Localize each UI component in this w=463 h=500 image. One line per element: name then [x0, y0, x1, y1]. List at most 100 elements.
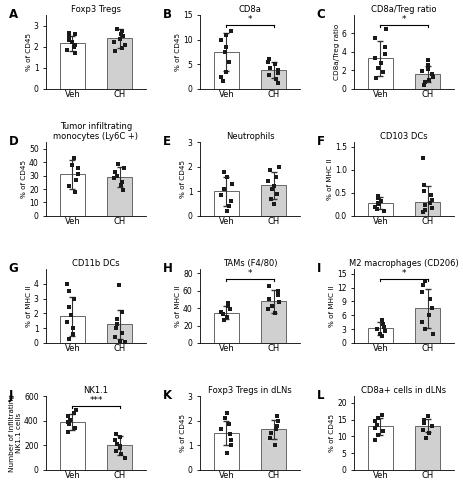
- Point: [114, 160, 122, 168]
- Point: [265, 294, 272, 302]
- Point: [223, 410, 230, 418]
- Point: [266, 71, 273, 79]
- Point: [421, 325, 429, 333]
- Point: [118, 308, 125, 316]
- Title: Tumor infiltrating
monocytes (Ly6C +): Tumor infiltrating monocytes (Ly6C +): [54, 122, 138, 142]
- Point: [267, 194, 274, 202]
- Y-axis label: Number of infiltrating
NK1.1 cells: Number of infiltrating NK1.1 cells: [9, 394, 22, 472]
- Point: [121, 40, 129, 48]
- Point: [380, 320, 387, 328]
- Point: [224, 449, 231, 457]
- Bar: [262, 70, 286, 89]
- Point: [65, 334, 73, 342]
- Point: [225, 58, 232, 66]
- Text: L: L: [317, 388, 324, 402]
- Y-axis label: % of MHC II: % of MHC II: [175, 286, 181, 327]
- Point: [264, 178, 272, 186]
- Point: [275, 298, 282, 306]
- Point: [421, 186, 428, 194]
- Text: *: *: [248, 269, 252, 278]
- Point: [379, 68, 387, 76]
- Y-axis label: % of CD45: % of CD45: [175, 33, 181, 71]
- Text: I: I: [317, 262, 321, 274]
- Title: CD103 DCs: CD103 DCs: [380, 132, 428, 141]
- Bar: [368, 426, 393, 470]
- Point: [223, 207, 230, 215]
- Point: [223, 43, 230, 51]
- Point: [223, 172, 230, 180]
- Text: ***: ***: [89, 396, 103, 405]
- Point: [375, 192, 382, 200]
- Point: [373, 325, 381, 333]
- Point: [419, 426, 426, 434]
- Point: [70, 409, 78, 417]
- Point: [217, 72, 225, 80]
- Point: [227, 442, 235, 450]
- Point: [274, 79, 282, 87]
- Bar: [107, 324, 132, 343]
- Point: [217, 36, 225, 44]
- Point: [121, 454, 129, 462]
- Point: [270, 200, 278, 207]
- Point: [419, 318, 426, 326]
- Point: [67, 416, 74, 424]
- Point: [111, 174, 118, 182]
- Y-axis label: % of CD45: % of CD45: [26, 33, 31, 71]
- Point: [266, 56, 273, 64]
- Point: [116, 282, 123, 290]
- Point: [121, 338, 128, 346]
- Point: [269, 302, 276, 310]
- Point: [64, 418, 72, 426]
- Point: [373, 74, 380, 82]
- Point: [219, 310, 226, 318]
- Point: [118, 181, 125, 189]
- Point: [65, 33, 73, 41]
- Point: [63, 318, 71, 326]
- Point: [72, 176, 80, 184]
- Text: *: *: [248, 15, 252, 24]
- Point: [428, 70, 435, 78]
- Point: [420, 416, 428, 424]
- Point: [113, 24, 121, 32]
- Point: [67, 311, 75, 319]
- Bar: [368, 328, 393, 343]
- Point: [271, 60, 279, 68]
- Point: [74, 164, 81, 172]
- Point: [381, 44, 388, 52]
- Point: [113, 447, 120, 455]
- Bar: [262, 185, 286, 216]
- Point: [111, 333, 119, 341]
- Point: [379, 428, 387, 436]
- Point: [117, 336, 124, 344]
- Point: [218, 308, 225, 316]
- Point: [381, 323, 388, 331]
- Point: [117, 30, 125, 38]
- Point: [378, 332, 386, 340]
- Point: [382, 25, 389, 33]
- Point: [419, 281, 427, 289]
- Y-axis label: % of CD45: % of CD45: [180, 160, 186, 198]
- Bar: [262, 301, 286, 343]
- Point: [69, 38, 76, 46]
- Bar: [415, 308, 440, 343]
- Point: [68, 161, 75, 169]
- Point: [420, 180, 428, 188]
- Point: [110, 38, 118, 46]
- Title: CD8a: CD8a: [238, 5, 262, 14]
- Point: [274, 291, 282, 299]
- Bar: [60, 44, 85, 89]
- Point: [272, 442, 279, 450]
- Y-axis label: % of MHC II: % of MHC II: [326, 158, 332, 200]
- Y-axis label: % of CD45: % of CD45: [329, 414, 335, 452]
- Point: [119, 328, 126, 336]
- Point: [419, 288, 426, 296]
- Point: [419, 68, 426, 76]
- Point: [372, 436, 379, 444]
- Point: [112, 430, 119, 438]
- Point: [219, 78, 226, 86]
- Point: [266, 64, 274, 72]
- Point: [426, 199, 434, 207]
- Point: [420, 419, 427, 427]
- Text: *: *: [402, 15, 407, 24]
- Point: [220, 168, 228, 175]
